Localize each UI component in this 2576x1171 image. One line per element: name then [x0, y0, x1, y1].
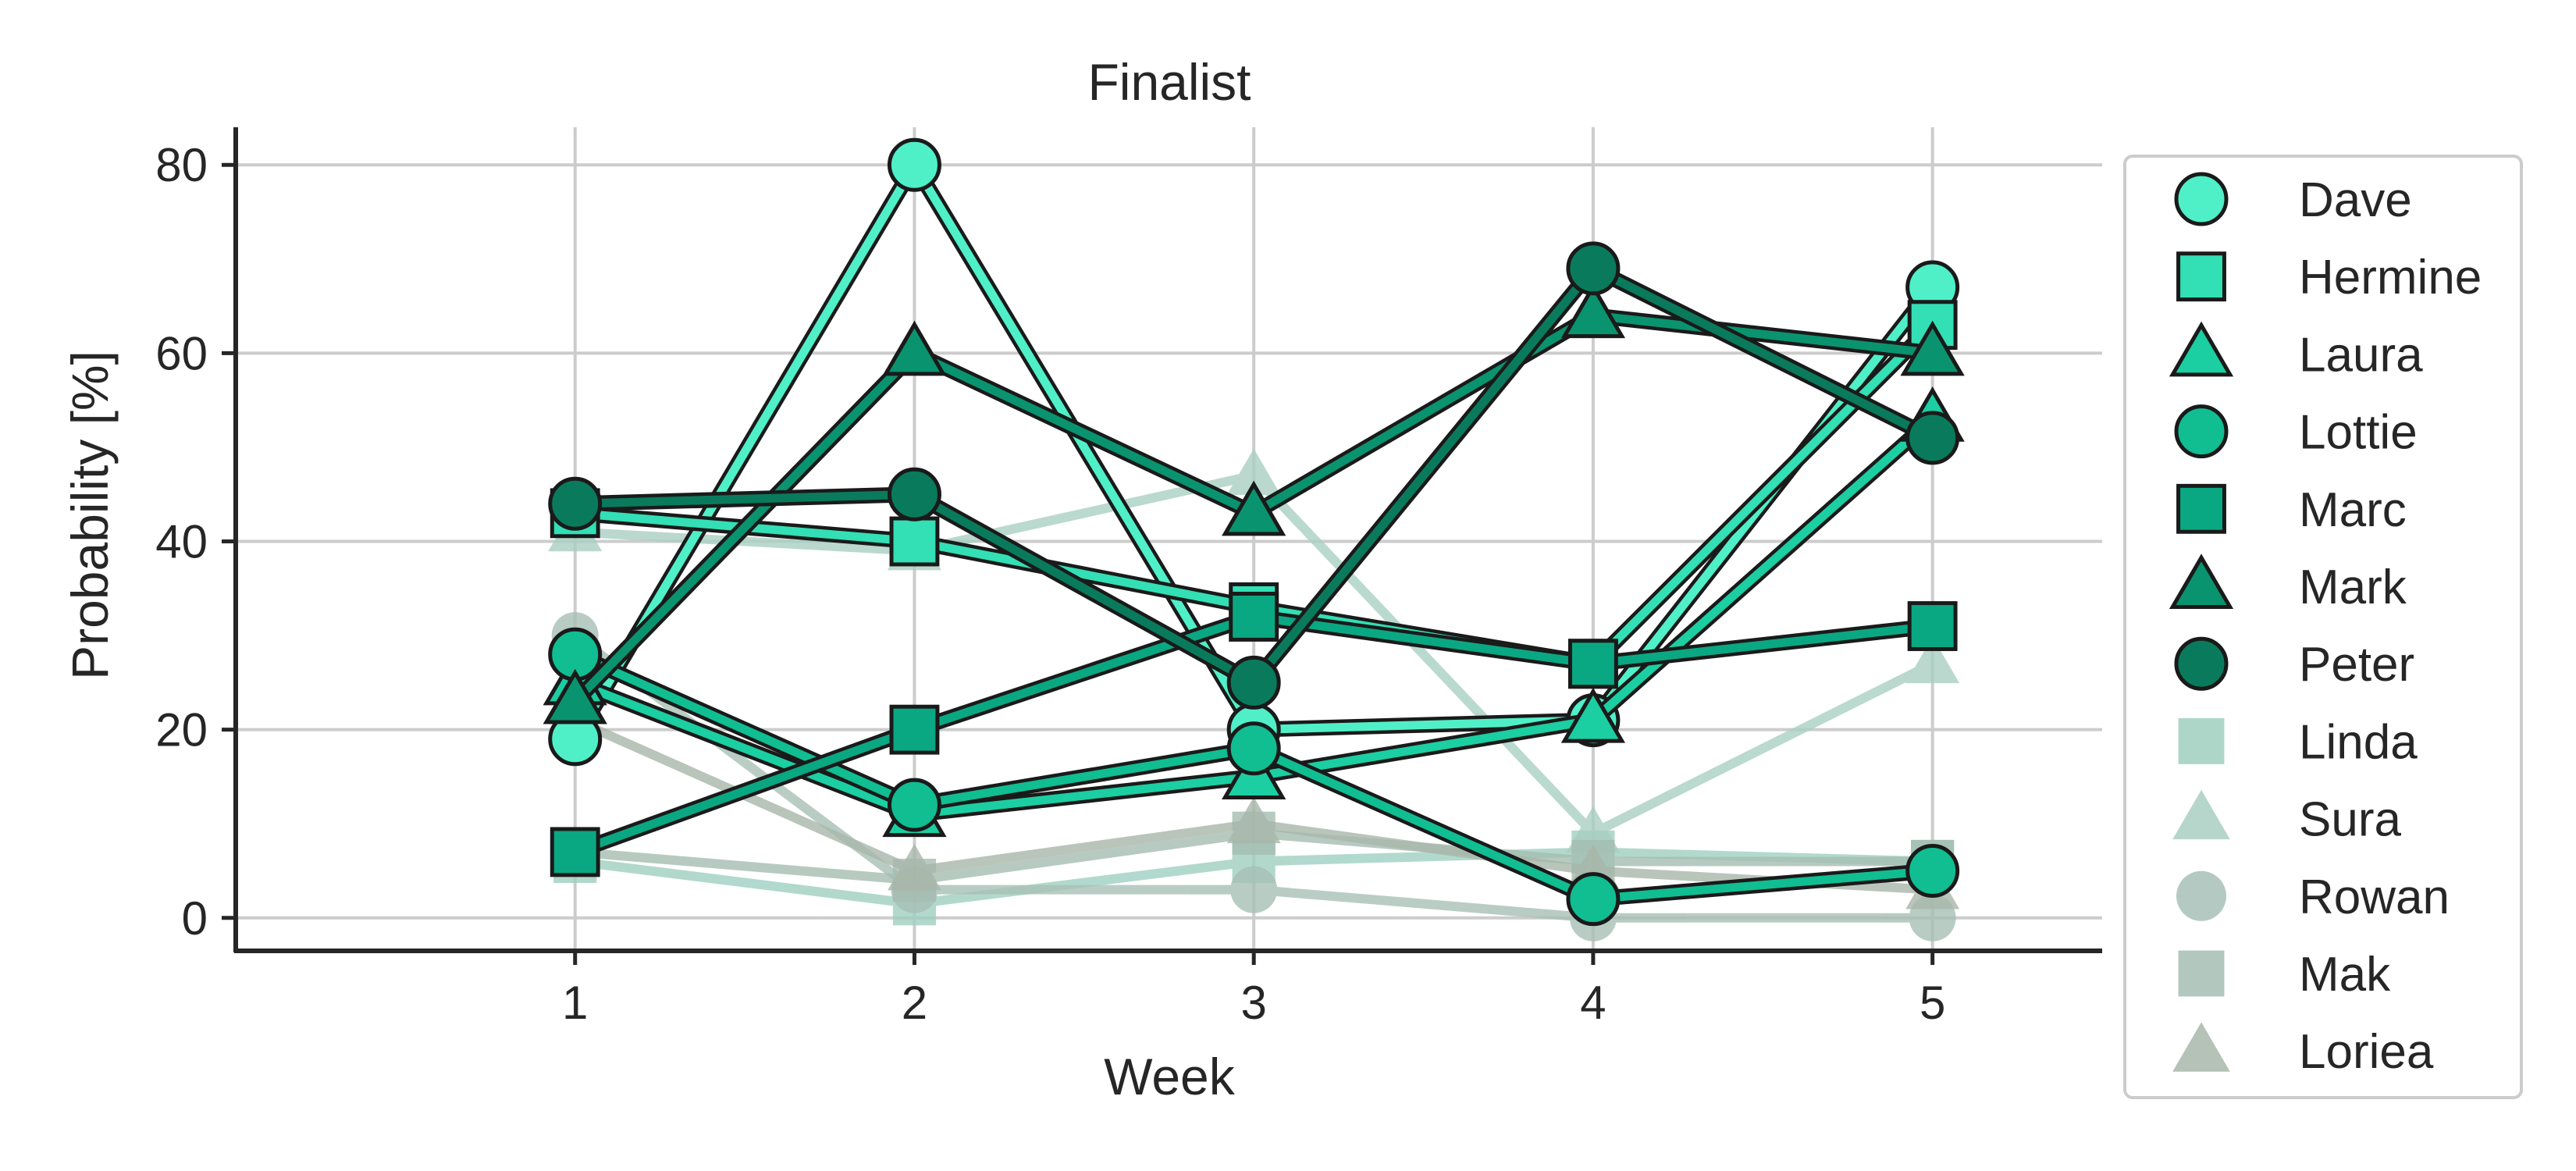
y-tick-label-20: 20: [155, 704, 208, 756]
point-lottie-week-2: [887, 778, 941, 832]
legend-item-rowan: Rowan: [2176, 870, 2450, 924]
legend-marker-sura: [2172, 789, 2230, 840]
legend-item-hermine: Hermine: [2176, 251, 2482, 304]
point-marc-week-1: [550, 827, 600, 877]
y-tick-label-80: 80: [155, 139, 208, 191]
point-peter-week-1: [548, 476, 603, 531]
point-peter-week-3: [1226, 655, 1281, 710]
legend-marker-peter: [2174, 636, 2229, 691]
legend-item-dave: Dave: [2174, 172, 2412, 227]
point-marc-week-3: [1229, 592, 1279, 642]
chart-title: Finalist: [1087, 53, 1251, 111]
point-mark-week-2: [882, 320, 947, 376]
legend-label-marc: Marc: [2299, 483, 2407, 537]
legend-marker-hermine: [2176, 251, 2226, 302]
legend-item-lottie: Lottie: [2174, 404, 2418, 460]
series-peter: [548, 241, 1960, 710]
series-lottie: [548, 627, 1960, 927]
legend-marker-dave: [2174, 172, 2229, 226]
point-marc-week-2: [889, 704, 940, 755]
point-rowan-week-3: [1230, 866, 1278, 913]
legend: Dave Hermine Laura Lottie Marc Mark Peter Linda…: [2123, 155, 2523, 1099]
x-tick-label-3: 3: [1240, 977, 1266, 1029]
legend-item-linda: Linda: [2178, 715, 2418, 769]
series-layer: [543, 137, 1965, 941]
legend-item-sura: Sura: [2172, 789, 2401, 847]
legend-marker-mark: [2169, 553, 2234, 609]
legend-label-dave: Dave: [2299, 173, 2412, 227]
legend-marker-rowan: [2176, 870, 2226, 921]
legend-marker-laura: [2169, 321, 2234, 377]
point-loriea-week-2: [887, 844, 941, 891]
legend-item-mak: Mak: [2178, 948, 2391, 1002]
legend-item-peter: Peter: [2174, 636, 2414, 692]
legend-item-loriea: Loriea: [2172, 1022, 2434, 1079]
point-marc-week-4: [1567, 639, 1618, 689]
y-tick-label-40: 40: [155, 516, 208, 568]
legend-label-peter: Peter: [2299, 638, 2414, 692]
point-lottie-week-4: [1566, 872, 1621, 927]
point-sura-week-3: [1226, 448, 1281, 495]
legend-label-lottie: Lottie: [2299, 406, 2418, 460]
x-tick-label-1: 1: [562, 977, 588, 1029]
legend-label-rowan: Rowan: [2299, 870, 2450, 924]
y-axis-label: Probability [%]: [61, 351, 119, 680]
y-tick-label-0: 0: [182, 892, 208, 945]
legend-item-mark: Mark: [2169, 553, 2407, 614]
legend-label-laura: Laura: [2299, 328, 2423, 382]
series-loriea: [548, 693, 1960, 909]
point-peter-week-5: [1905, 411, 1960, 465]
point-mark-week-3: [1222, 480, 1286, 536]
axes: 0 20 40 60 80 1 2 3 4 5: [155, 127, 2102, 1029]
legend-item-marc: Marc: [2176, 483, 2407, 537]
point-peter-week-4: [1566, 241, 1621, 296]
legend-label-linda: Linda: [2299, 715, 2418, 769]
point-hermine-week-2: [889, 516, 940, 567]
point-laura-week-4: [1560, 687, 1626, 743]
point-peter-week-2: [887, 467, 941, 521]
point-mark-week-4: [1560, 283, 1626, 339]
legend-marker-linda: [2178, 717, 2225, 764]
x-tick-label-4: 4: [1580, 977, 1606, 1029]
point-marc-week-5: [1907, 601, 1958, 651]
x-tick-label-5: 5: [1920, 977, 1945, 1029]
legend-item-laura: Laura: [2169, 321, 2423, 382]
point-loriea-week-3: [1226, 796, 1281, 844]
point-lottie-week-5: [1905, 844, 1960, 899]
point-mark-week-5: [1900, 320, 1965, 376]
grid: [236, 127, 2102, 951]
x-axis-label: Week: [1104, 1048, 1236, 1105]
legend-marker-lottie: [2174, 404, 2229, 459]
y-tick-label-60: 60: [155, 327, 208, 379]
legend-label-mak: Mak: [2299, 948, 2391, 1002]
legend-label-hermine: Hermine: [2299, 251, 2482, 304]
point-sura-week-5: [1905, 636, 1960, 684]
legend-marker-mak: [2178, 950, 2225, 997]
point-mark-week-1: [543, 668, 607, 724]
legend-label-loriea: Loriea: [2299, 1025, 2434, 1079]
point-lottie-week-3: [1226, 721, 1281, 776]
legend-label-sura: Sura: [2299, 793, 2401, 847]
legend-marker-loriea: [2172, 1022, 2230, 1072]
point-dave-week-2: [887, 137, 941, 192]
legend-label-mark: Mark: [2299, 561, 2407, 614]
legend-box: [2123, 155, 2523, 1099]
legend-marker-marc: [2176, 483, 2226, 534]
x-tick-label-2: 2: [902, 977, 927, 1029]
series-marc: [550, 592, 1958, 877]
